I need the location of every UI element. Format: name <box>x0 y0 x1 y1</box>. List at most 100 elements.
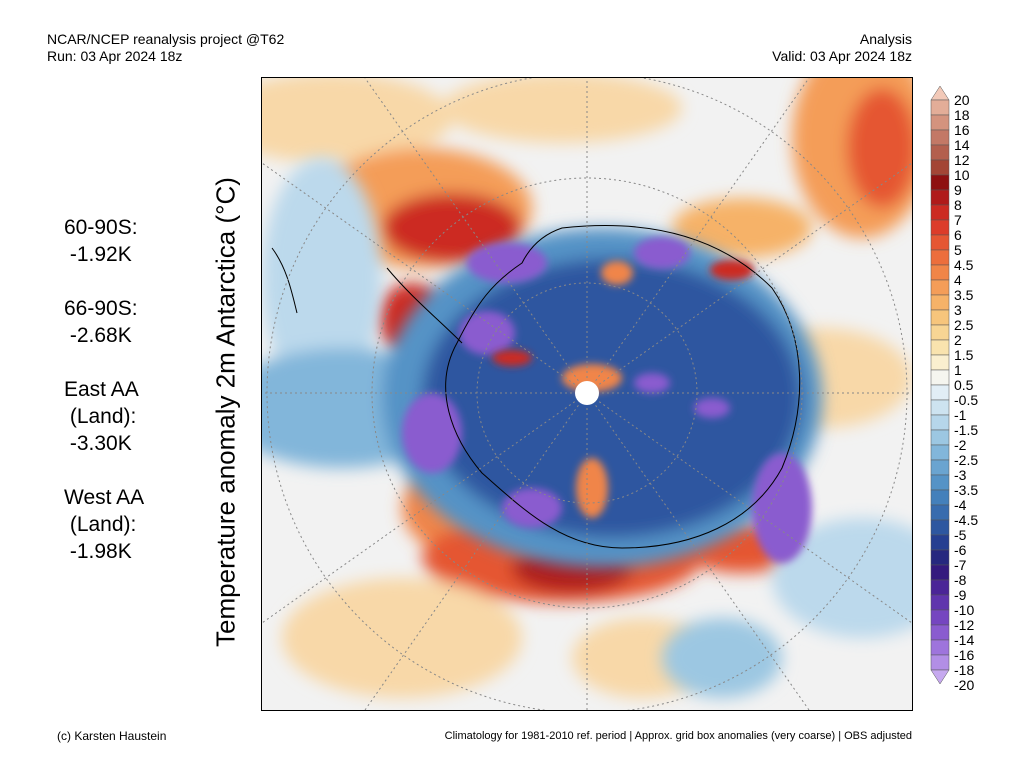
colorbar-box <box>930 144 950 161</box>
colorbar-tick-label: -8 <box>954 572 967 588</box>
stat-60-90s: 60-90S: -1.92K <box>64 214 144 268</box>
colorbar-box <box>930 369 950 386</box>
colorbar-box <box>930 549 950 566</box>
extreme-cold-cells <box>402 237 812 563</box>
colorbar-box <box>930 564 950 581</box>
colorbar-tick-label: -10 <box>954 602 975 618</box>
colorbar-box <box>930 279 950 296</box>
colorbar-tick-label: -1 <box>954 407 967 423</box>
colorbar-tick-label: 6 <box>954 227 962 243</box>
colorbar-tick-label: -14 <box>954 632 975 648</box>
colorbar-tick-label: 14 <box>954 137 970 153</box>
colorbar-tick-label: -3 <box>954 467 967 483</box>
colorbar-box <box>930 519 950 536</box>
colorbar-tick-label: 1.5 <box>954 347 974 363</box>
colorbar-tick-label: -6 <box>954 542 967 558</box>
stat-sublabel: (Land): <box>64 405 137 428</box>
run-info: NCAR/NCEP reanalysis project @T62 Run: 0… <box>47 31 284 65</box>
colorbar-box <box>930 204 950 221</box>
warm-anomaly-field <box>262 78 912 698</box>
inland-warm-cells <box>492 260 754 518</box>
colorbar-tick-label: 4 <box>954 272 962 288</box>
south-america-coastline <box>271 247 298 314</box>
colorbar-box <box>930 624 950 641</box>
colorbar-tick-label: 3.5 <box>954 287 974 303</box>
anomaly-stats: 60-90S: -1.92K 66-90S: -2.68K East AA (L… <box>64 214 144 592</box>
colorbar-tick-label: -2.5 <box>954 452 979 468</box>
colorbar-box <box>930 99 950 116</box>
pole-marker <box>575 381 599 405</box>
colorbar-box <box>930 474 950 491</box>
colorbar-box <box>930 189 950 206</box>
colorbar-svg <box>930 85 950 685</box>
colorbar-bottom-cap <box>930 669 950 685</box>
colorbar-tick-label: 2 <box>954 332 962 348</box>
colorbar-box <box>930 294 950 311</box>
stat-value: -1.92K <box>64 243 132 266</box>
colorbar-tick-label: 1 <box>954 362 962 378</box>
colorbar-tick-label: 9 <box>954 182 962 198</box>
colorbar-box <box>930 339 950 356</box>
stat-label: East AA <box>64 378 139 401</box>
stat-label: 60-90S: <box>64 216 138 239</box>
colorbar-box <box>930 264 950 281</box>
colorbar-tick-label: -20 <box>954 677 975 693</box>
map-canvas <box>262 78 912 710</box>
colorbar-box <box>930 324 950 341</box>
colorbar-box <box>930 534 950 551</box>
colorbar-box <box>930 594 950 611</box>
colorbar-box <box>930 234 950 251</box>
colorbar-tick-label: 20 <box>954 92 970 108</box>
colorbar-tick-label: -5 <box>954 527 967 543</box>
copyright: (c) Karsten Haustein <box>57 729 167 743</box>
colorbar-tick-label: 4.5 <box>954 257 974 273</box>
colorbar-tick-label: -0.5 <box>954 392 979 408</box>
antarctica-coastline <box>445 225 801 549</box>
colorbar-tick-label: -18 <box>954 662 975 678</box>
stat-66-90s: 66-90S: -2.68K <box>64 295 144 349</box>
colorbar-tick-label: 7 <box>954 212 962 228</box>
colorbar-tick-label: -7 <box>954 557 967 573</box>
colorbar-box <box>930 414 950 431</box>
colorbar-tick-label: 3 <box>954 302 962 318</box>
colorbar-tick-label: -1.5 <box>954 422 979 438</box>
colorbar-tick-label: -2 <box>954 437 967 453</box>
peninsula-coastline <box>386 267 463 344</box>
colorbar-tick-label: -9 <box>954 587 967 603</box>
colorbar-box <box>930 354 950 371</box>
footnote: Climatology for 1981-2010 ref. period | … <box>444 730 912 742</box>
stat-label: West AA <box>64 486 145 509</box>
colorbar-tick-label: 16 <box>954 122 970 138</box>
valid-time: Valid: 03 Apr 2024 18z <box>772 48 912 64</box>
colorbar-box <box>930 384 950 401</box>
stat-label: 66-90S: <box>64 297 138 320</box>
colorbar <box>930 85 950 700</box>
colorbar-tick-label: 10 <box>954 167 970 183</box>
colorbar-box <box>930 129 950 146</box>
colorbar-tick-label: -4 <box>954 497 967 513</box>
colorbar-box <box>930 489 950 506</box>
colorbar-box <box>930 174 950 191</box>
colorbar-tick-label: -12 <box>954 617 975 633</box>
cold-anomaly-field <box>262 158 912 698</box>
colorbar-top-cap <box>930 85 950 101</box>
colorbar-box <box>930 504 950 521</box>
variable-label: Temperature anomaly 2m Antarctica (°C) <box>210 177 241 647</box>
colorbar-tick-label: -3.5 <box>954 482 979 498</box>
colorbar-box <box>930 249 950 266</box>
colorbar-box <box>930 159 950 176</box>
colorbar-tick-label: 2.5 <box>954 317 974 333</box>
graticule <box>262 78 912 710</box>
stat-value: -1.98K <box>64 540 132 563</box>
analysis-label: Analysis <box>859 31 912 47</box>
valid-info: Analysis Valid: 03 Apr 2024 18z <box>772 31 912 65</box>
colorbar-tick-label: 12 <box>954 152 970 168</box>
colorbar-box <box>930 444 950 461</box>
colorbar-tick-label: 18 <box>954 107 970 123</box>
colorbar-box <box>930 639 950 656</box>
colorbar-tick-label: 8 <box>954 197 962 213</box>
stat-east-aa: East AA (Land): -3.30K <box>64 376 144 457</box>
colorbar-box <box>930 459 950 476</box>
colorbar-tick-label: 0.5 <box>954 377 974 393</box>
colorbar-tick-label: -16 <box>954 647 975 663</box>
